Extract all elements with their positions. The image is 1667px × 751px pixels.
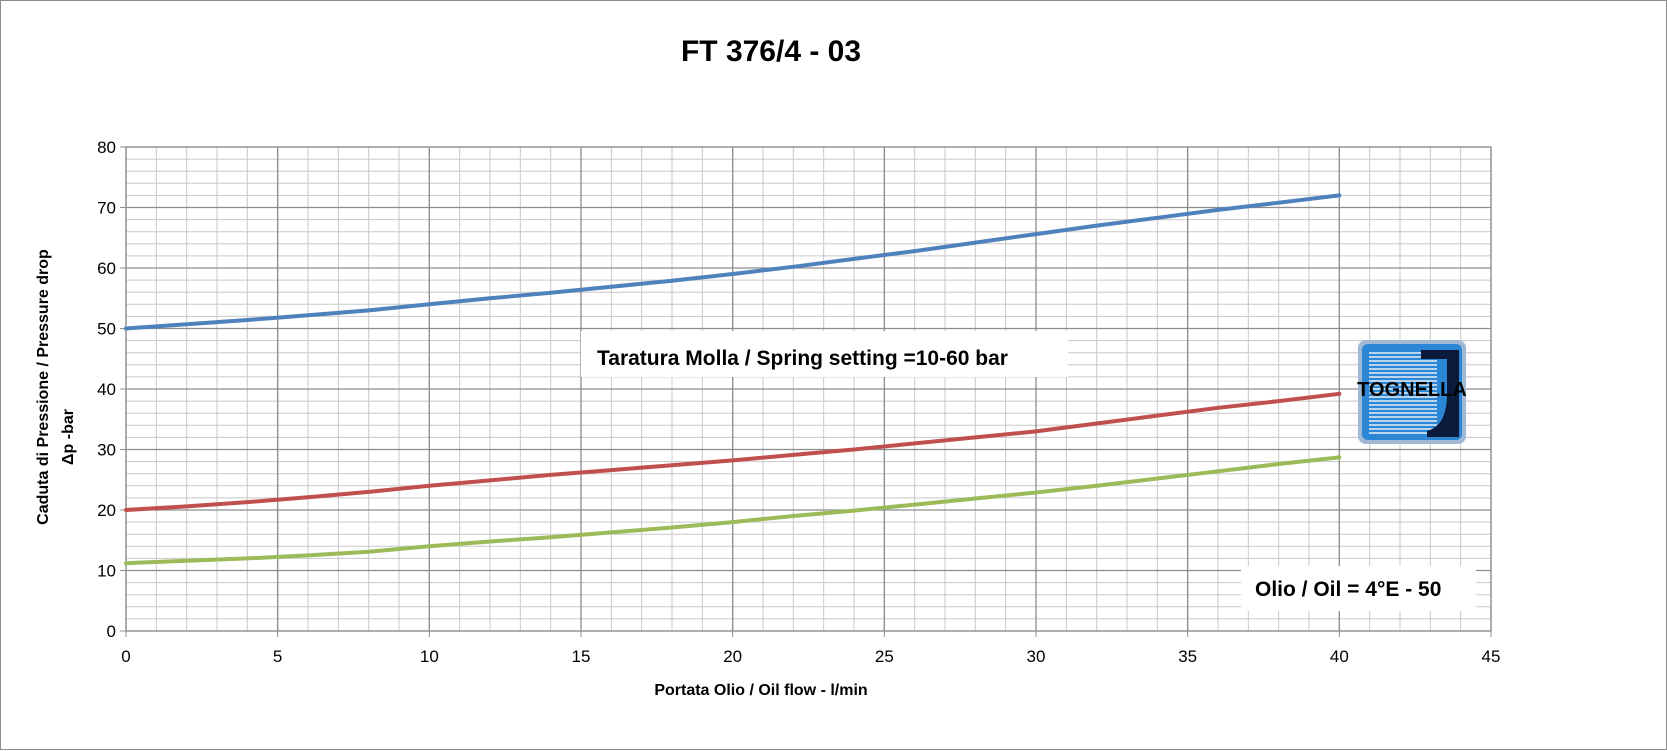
tognella-logo: TOGNELLA [1357, 340, 1467, 444]
x-axis-ticks: 0 5 10 15 20 25 30 35 40 45 [121, 631, 1500, 666]
logo-swoosh [1421, 350, 1459, 437]
y-axis-title-line2: Δp -bar [60, 409, 77, 465]
x-tick-label: 30 [1027, 647, 1046, 666]
spring-setting-label: Taratura Molla / Spring setting =10-60 b… [597, 347, 1008, 370]
x-tick-label: 20 [723, 647, 742, 666]
oil-label: Olio / Oil = 4°E - 50 [1255, 578, 1441, 601]
y-tick-label: 0 [107, 622, 116, 641]
y-axis-title-group: Caduta di Pressione / Pressure drop Δp -… [35, 249, 77, 525]
oil-annotation: Olio / Oil = 4°E - 50 [1241, 566, 1476, 611]
x-tick-label: 10 [420, 647, 439, 666]
series-line-3 [124, 455, 1342, 566]
x-axis-title: Portata Olio / Oil flow - l/min [654, 682, 867, 699]
y-axis-ticks: 0 10 20 30 40 50 60 70 80 [97, 138, 126, 641]
y-tick-label: 40 [97, 380, 116, 399]
x-tick-label: 5 [273, 647, 282, 666]
x-tick-label: 0 [121, 647, 130, 666]
chart-title: FT 376/4 - 03 [681, 35, 861, 68]
y-tick-label: 80 [97, 138, 116, 157]
y-tick-label: 50 [97, 320, 116, 339]
y-tick-label: 70 [97, 199, 116, 218]
y-tick-label: 30 [97, 441, 116, 460]
x-tick-label: 45 [1482, 647, 1501, 666]
registered-icon [1448, 426, 1458, 436]
spring-setting-annotation: Taratura Molla / Spring setting =10-60 b… [581, 331, 1068, 377]
spring-setting-box [581, 331, 1068, 377]
y-tick-label: 20 [97, 501, 116, 520]
y-tick-label: 60 [97, 259, 116, 278]
y-tick-label: 10 [97, 562, 116, 581]
series-lines [124, 193, 1342, 566]
y-axis-title-line1: Caduta di Pressione / Pressure drop [35, 249, 52, 525]
oil-box [1241, 566, 1476, 611]
logo-text: TOGNELLA [1357, 379, 1467, 401]
logo-stripes [1369, 352, 1437, 434]
logo-background [1362, 344, 1462, 440]
x-tick-label: 25 [875, 647, 894, 666]
x-tick-label: 15 [572, 647, 591, 666]
x-tick-label: 40 [1330, 647, 1349, 666]
series-line-2 [124, 391, 1342, 512]
series-line-1 [124, 193, 1342, 331]
x-tick-label: 35 [1178, 647, 1197, 666]
